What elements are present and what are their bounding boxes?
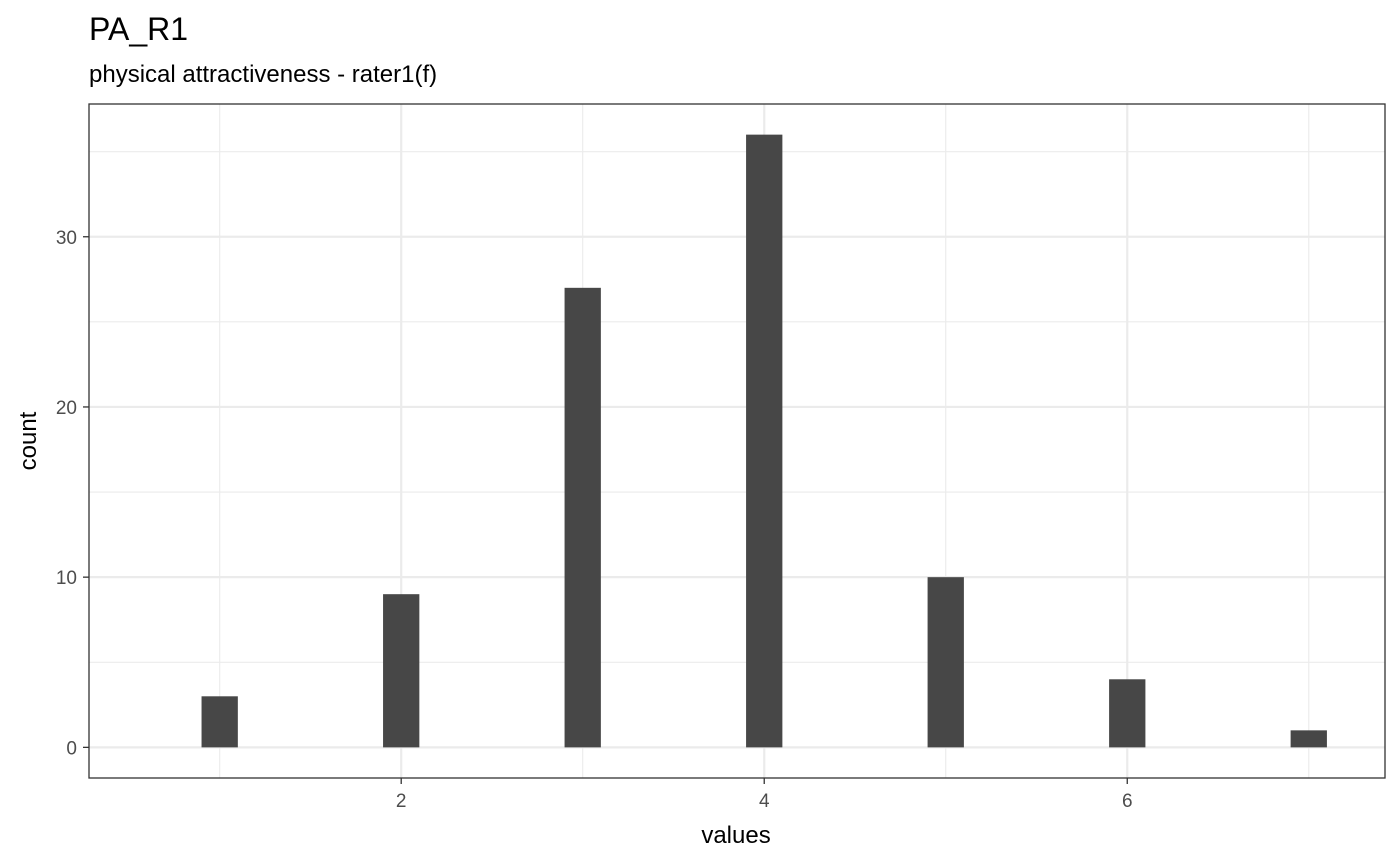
x-tick-label: 6 [1122, 791, 1133, 812]
y-tick-label: 0 [66, 738, 77, 759]
y-tick-label: 10 [56, 568, 77, 589]
x-axis: 2 4 6 [396, 778, 1133, 812]
chart-subtitle: physical attractiveness - rater1(f) [89, 61, 437, 88]
y-tick-label: 20 [56, 398, 77, 419]
bar-4 [746, 134, 783, 748]
y-tick-label: 30 [56, 228, 77, 249]
bar-3 [564, 287, 601, 748]
bar-1 [201, 696, 238, 748]
chart-title: PA_R1 [89, 11, 188, 47]
bar-6 [1109, 679, 1146, 748]
panel-border [88, 103, 1386, 779]
bars [201, 134, 1327, 748]
x-tick-label: 4 [759, 791, 770, 812]
bar-7 [1290, 730, 1327, 748]
plot-panel [88, 103, 1386, 779]
bar-5 [927, 577, 964, 748]
major-gridlines [89, 104, 1385, 778]
minor-gridlines [89, 104, 1385, 778]
y-axis: 0 10 20 30 [56, 228, 89, 759]
x-tick-label: 2 [396, 791, 407, 812]
y-axis-title: count [15, 411, 42, 470]
x-axis-title: values [701, 822, 770, 849]
bar-2 [383, 594, 420, 748]
